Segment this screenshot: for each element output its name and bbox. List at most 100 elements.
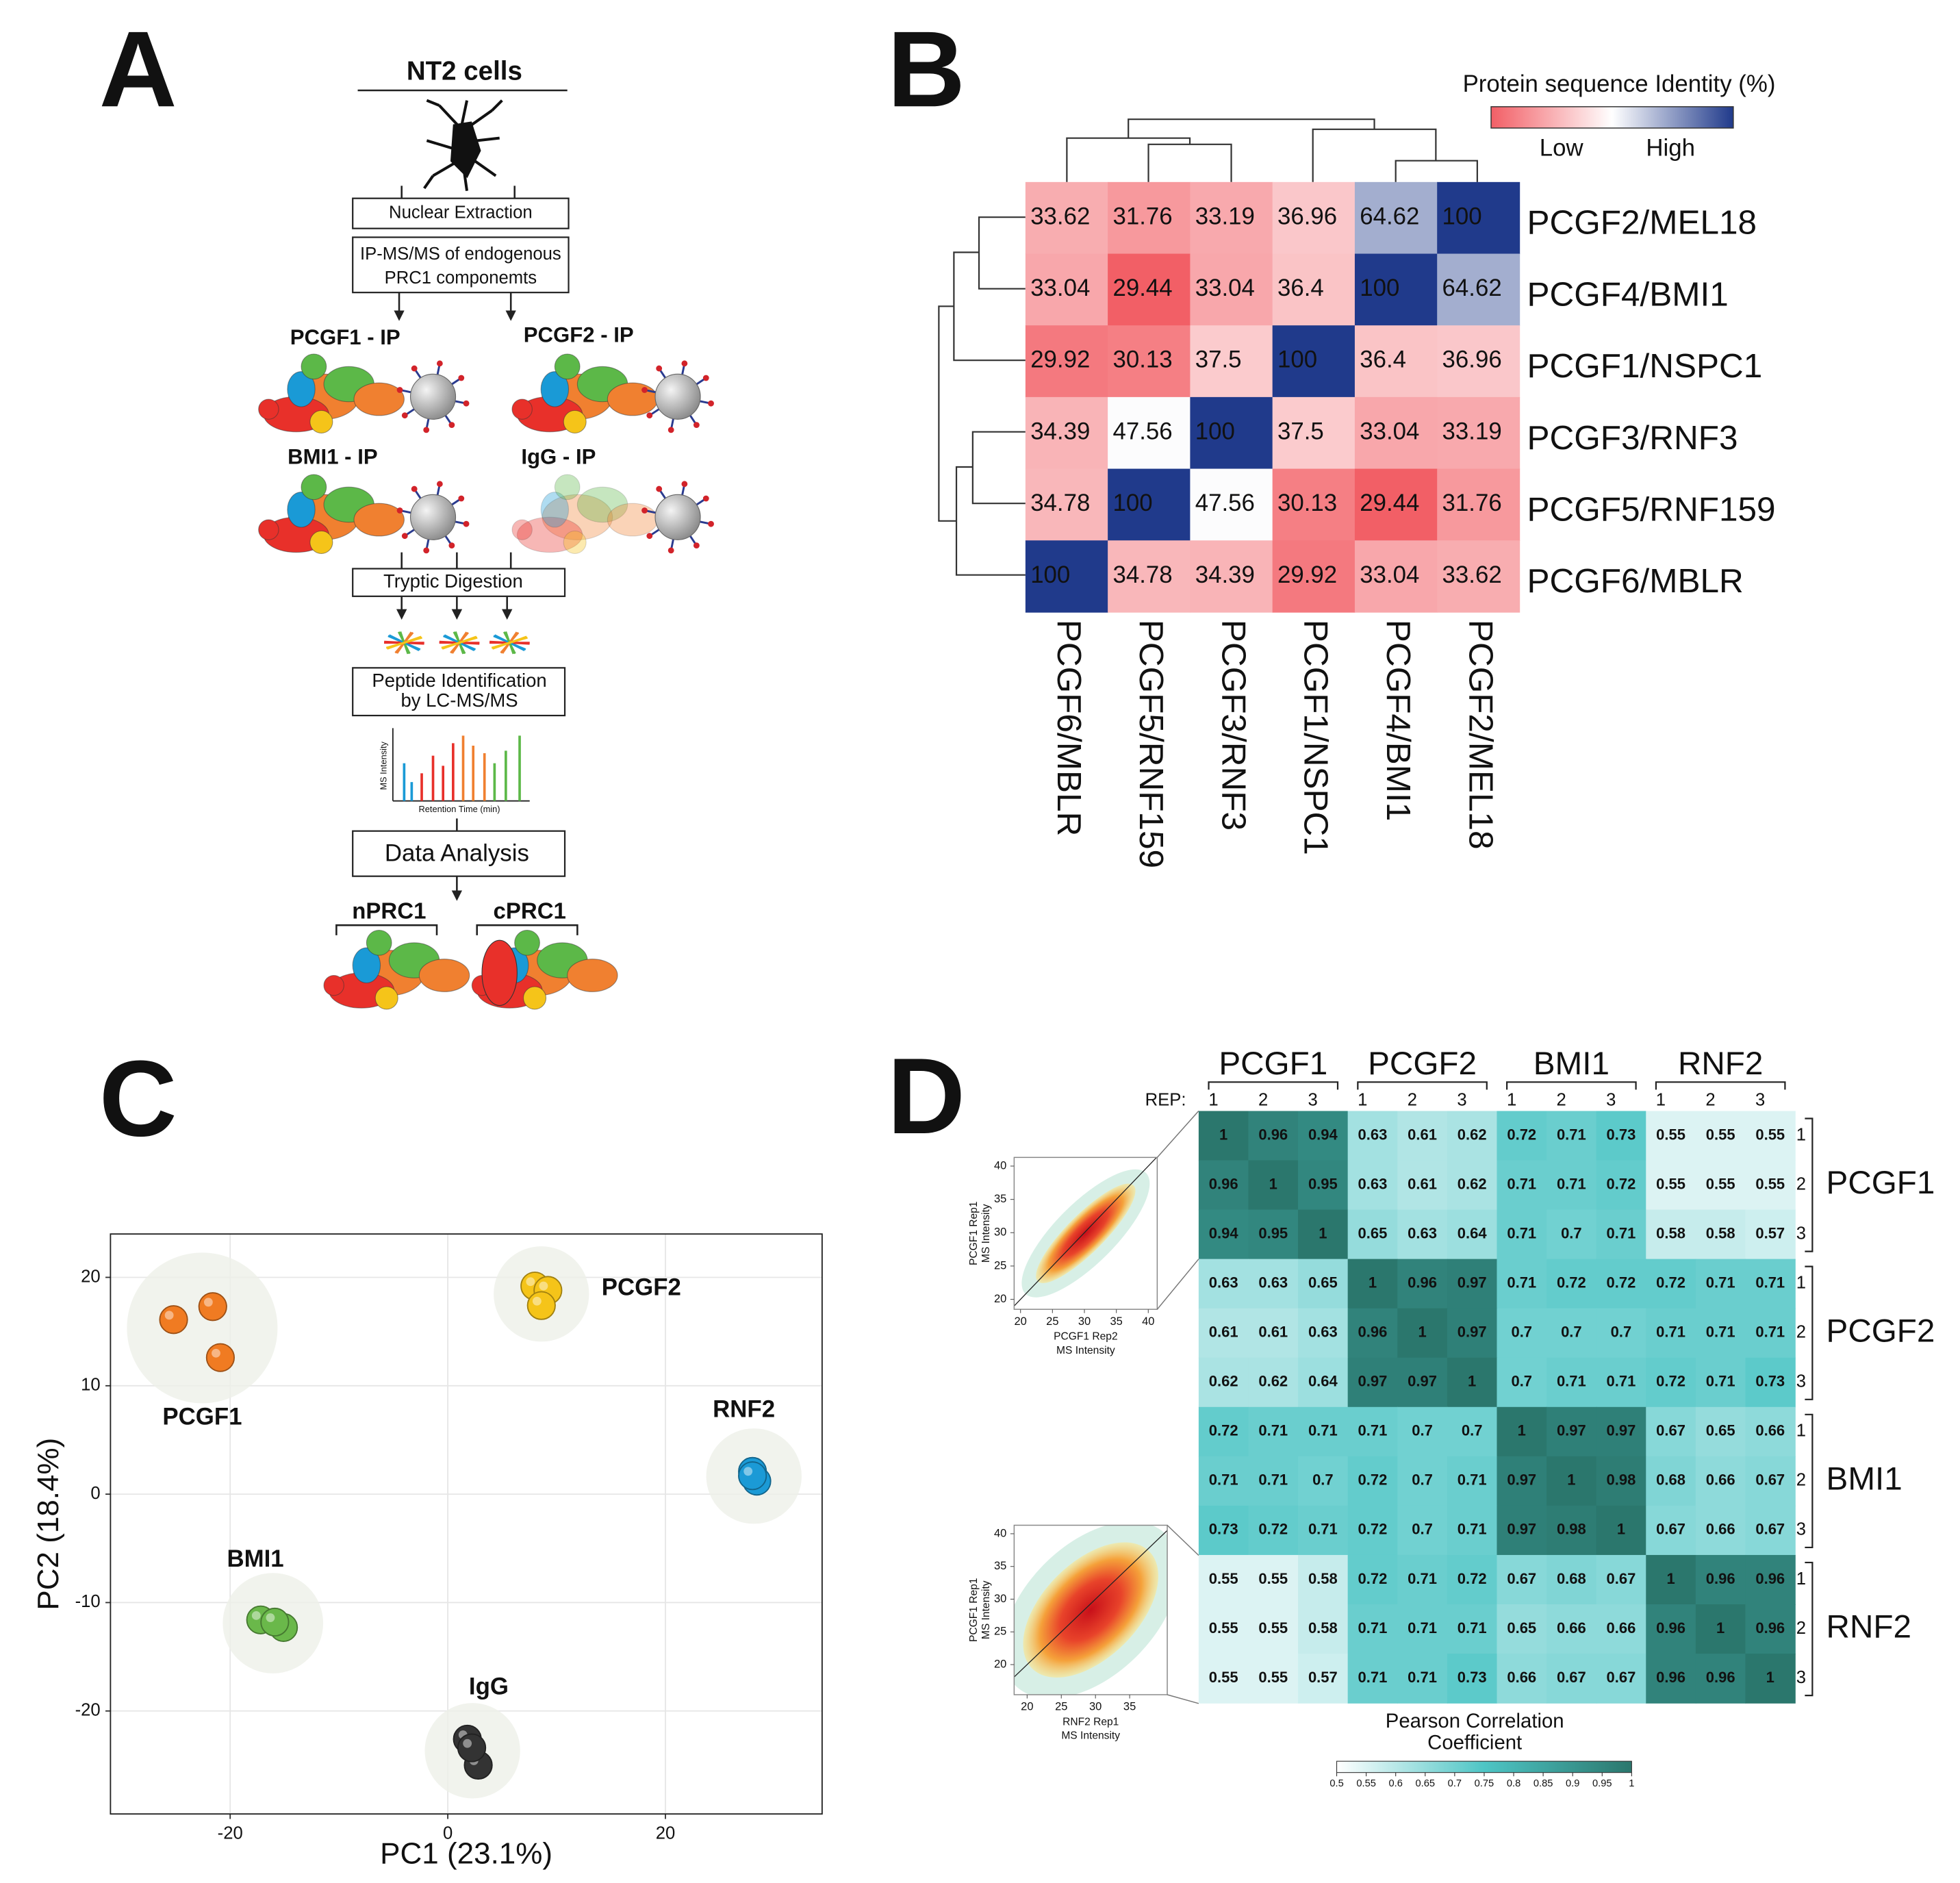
protein [567,959,618,992]
rep-number: 1 [1796,1273,1806,1292]
column-label: PCGF2/MEL18 [1462,620,1499,850]
heatmap-cell [1298,1505,1349,1556]
highlight [212,1348,220,1358]
heatmap-cell [1547,1357,1597,1408]
peptide [441,636,478,649]
cell-label: 0.71 [1507,1274,1536,1291]
cell-label: 0.65 [1308,1274,1338,1291]
heatmap-cell [1025,540,1108,613]
series-label: RNF2 [713,1396,775,1423]
group-label: RNF2 [1678,1046,1763,1082]
bracket [1357,1081,1488,1090]
cell-label: 0.63 [1358,1126,1388,1143]
cell-label: 34.78 [1030,490,1090,516]
y-axis-title: PCGF1 Rep1 [968,1578,980,1642]
cell-label: 34.39 [1030,418,1090,444]
cell-label: 1 [1319,1224,1327,1241]
protein [374,986,398,1010]
colorbar-tick-label: 0.85 [1533,1778,1553,1789]
heatmap-cell [1646,1357,1696,1408]
cell-label: 0.67 [1656,1422,1685,1439]
heatmap-cell [1397,1554,1448,1605]
connector [1167,1694,1199,1704]
step-box [352,568,566,597]
point [526,1291,556,1320]
antibody-tip [411,365,418,372]
heatmap-cell [1497,1654,1547,1704]
heatmap-cell [1272,253,1356,326]
cell-label: 0.72 [1507,1126,1536,1143]
cell-label: 0.97 [1507,1521,1536,1538]
column-label: PCGF3/RNF3 [1214,620,1252,831]
protein [522,986,547,1010]
heatmap-cell [1497,1160,1547,1211]
cell-label: 0.95 [1258,1224,1288,1241]
y-tick-label: 25 [994,1626,1006,1638]
step-box [352,667,566,717]
heatmap-cell [1397,1604,1448,1654]
cell-label: 0.71 [1308,1521,1338,1538]
heatmap-cell [1447,1406,1498,1457]
antibody-tip [458,495,465,502]
highlight [526,1277,535,1287]
cell-label: 0.58 [1308,1619,1338,1636]
protein [511,399,533,420]
cell-label: 0.68 [1557,1570,1586,1587]
cell-label: 0.98 [1557,1521,1586,1538]
protein [352,947,381,984]
colorbar-tick-label: 0.55 [1356,1778,1376,1789]
row-label: PCGF6/MBLR [1527,562,1743,600]
antibody-tip [448,422,455,428]
antibody-tip [667,547,674,554]
group-label: RNF2 [1827,1609,1911,1645]
heatmap-cell [1397,1111,1448,1161]
heatmap-cell [1248,1111,1299,1161]
heatmap-cell [1646,1308,1696,1358]
cell-label: 0.73 [1209,1521,1238,1538]
heatmap-cell [1596,1406,1646,1457]
cell-label: 0.7 [1412,1521,1433,1538]
y-tick-label: 0 [90,1484,100,1503]
panel-label: C [99,1039,177,1159]
heatmap-cell [1745,1160,1796,1211]
cell-label: 0.97 [1607,1422,1636,1439]
cell-label: 0.71 [1557,1126,1586,1143]
antibody-tip [681,360,688,367]
colorbar [1490,106,1734,129]
heatmap-cell [1397,1654,1448,1704]
cell-label: 0.72 [1607,1274,1636,1291]
highlight [203,1298,213,1307]
column-label: PCGF1/NSPC1 [1297,620,1335,855]
heatmap-cell [1497,1357,1547,1408]
cell-label: 0.71 [1557,1175,1586,1192]
cell-label: 0.73 [1755,1373,1785,1390]
antibody-tip [702,495,709,502]
x-tick-label: 20 [656,1823,676,1843]
rep-number: 2 [1796,1471,1806,1490]
density-plot [1014,1157,1158,1310]
rep-number: 1 [1507,1091,1516,1110]
cell-label: 0.57 [1308,1669,1338,1686]
step-label: Data Analysis [385,840,529,867]
heatmap-cell [1248,1406,1299,1457]
protein [258,399,279,420]
heatmap-cell [1347,1160,1399,1211]
heatmap-cell [1497,1111,1547,1161]
antibody-tip [401,412,408,419]
heatmap-cell [1354,396,1438,470]
cell-label: 0.96 [1755,1570,1785,1587]
cell-label: 29.92 [1030,346,1090,373]
cell-label: 0.7 [1561,1224,1582,1241]
cell-label: 0.7 [1511,1373,1532,1390]
heatmap-cell [1025,468,1108,541]
cell-label: 0.65 [1507,1619,1536,1636]
plot-frame [110,1233,823,1815]
x-tick-label: 35 [1110,1315,1122,1328]
cell-label: 0.63 [1308,1324,1338,1341]
x-axis-title: PCGF1 Rep2 [1054,1331,1118,1343]
protein [540,371,570,407]
series-label: IgG [469,1673,509,1699]
point [738,1461,767,1491]
heatmap-cell [1437,540,1520,613]
heatmap-cell [1497,1209,1547,1260]
